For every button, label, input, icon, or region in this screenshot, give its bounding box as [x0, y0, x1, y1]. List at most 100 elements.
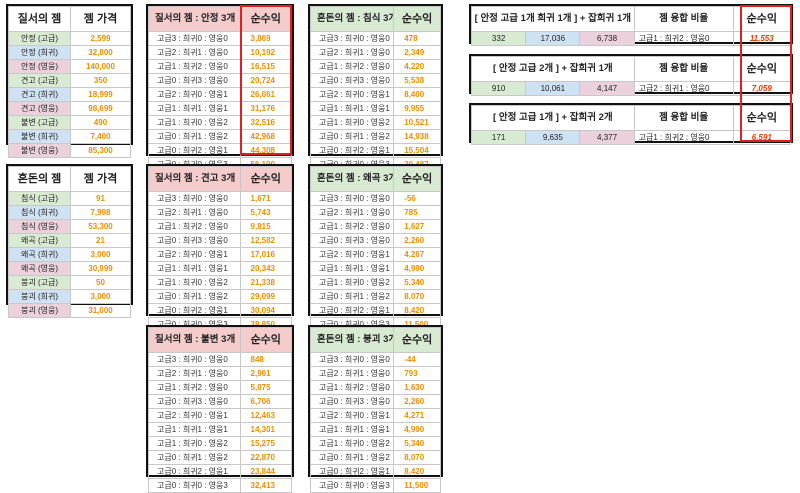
profit-value: 8,420	[393, 464, 441, 479]
profit-value: 26,061	[239, 87, 293, 102]
combo-label: 고급0 : 희귀1 : 영웅2	[309, 450, 395, 465]
table-row: 고급2 : 희귀1 : 영웅0 2,349	[309, 45, 441, 60]
gem-price: 50	[70, 275, 131, 290]
gem-name: 불변 (영웅)	[8, 143, 71, 158]
fusion-value: 4,377	[579, 130, 635, 145]
price-row: 불변 (고급) 490	[8, 115, 131, 130]
table-row: 고급1 : 희귀1 : 영웅1 9,955	[309, 101, 441, 116]
table-row: 고급2 : 희귀0 : 영웅1 17,016	[148, 247, 293, 262]
table-row: 고급2 : 희귀1 : 영웅0 793	[309, 366, 441, 381]
profit-value: 15,504	[393, 143, 441, 158]
profit-value: 8,420	[393, 303, 441, 318]
gem-name: 침식 (고급)	[8, 191, 71, 206]
gem-price: 490	[70, 115, 131, 130]
combo-label: 고급1 : 희귀0 : 영웅2	[148, 115, 241, 130]
table-row: 고급0 : 희귀2 : 영웅1 15,504	[309, 143, 441, 158]
combo-label: 고급2 : 희귀0 : 영웅1	[309, 87, 395, 102]
profit-value: 785	[393, 205, 441, 220]
profit-header: 순수익	[239, 166, 293, 192]
gem-name: 침식 (영웅)	[8, 219, 71, 234]
combo-label: 고급2 : 희귀0 : 영웅1	[148, 87, 241, 102]
fusion-ratio-header: 젬 융합 비율	[633, 6, 734, 32]
price-row: 불변 (희귀) 7,400	[8, 129, 131, 144]
combo-label: 고급1 : 희귀2 : 영웅0	[148, 59, 241, 74]
combo-label: 고급0 : 희귀1 : 영웅2	[148, 450, 241, 465]
profit-table-title: 질서의 젬 : 견고 3개	[148, 166, 241, 192]
combo-label: 고급1 : 희귀1 : 영웅1	[148, 422, 241, 437]
price-header: 젬 가격	[70, 6, 131, 32]
gem-name: 불변 (고급)	[8, 115, 71, 130]
profit-value: 30,094	[239, 303, 293, 318]
combo-label: 고급1 : 희귀1 : 영웅1	[309, 422, 395, 437]
gem-price: 31,000	[70, 303, 131, 318]
table-row: 고급2 : 희귀0 : 영웅1 4,267	[309, 247, 441, 262]
table-row: 고급0 : 희귀3 : 영웅0 5,538	[309, 73, 441, 88]
table-row: 고급1 : 희귀2 : 영웅0 1,630	[309, 380, 441, 395]
profit-value: 2,260	[393, 394, 441, 409]
profit-value: 8,070	[393, 289, 441, 304]
table-row: 고급3 : 희귀0 : 영웅0 -56	[309, 191, 441, 206]
fusion-value: 10,061	[525, 81, 581, 96]
profit-value: 20,724	[239, 73, 293, 88]
table-row: 고급0 : 희귀2 : 영웅1 8,420	[309, 464, 441, 479]
table-row: 고급1 : 희귀1 : 영웅1 4,990	[309, 261, 441, 276]
price-row: 안정 (희귀) 32,800	[8, 45, 131, 60]
table-row: 고급1 : 희귀1 : 영웅1 31,176	[148, 101, 293, 116]
combo-label: 고급3 : 희귀0 : 영웅0	[148, 191, 241, 206]
combo-label: 고급1 : 희귀2 : 영웅0	[148, 219, 241, 234]
combo-label: 고급3 : 희귀0 : 영웅0	[148, 352, 241, 367]
table-row: 고급1 : 희귀2 : 영웅0 9,815	[148, 219, 293, 234]
combo-label: 고급3 : 희귀0 : 영웅0	[309, 31, 395, 46]
profit-header: 순수익	[732, 6, 792, 32]
combo-label: 고급1 : 희귀0 : 영웅2	[148, 275, 241, 290]
gem-price: 91	[70, 191, 131, 206]
gem-name: 견고 (고급)	[8, 73, 71, 88]
profit-value: 6,706	[239, 394, 293, 409]
price-row: 붕괴 (고급) 50	[8, 275, 131, 290]
gem-price: 7,998	[70, 205, 131, 220]
profit-value: 15,275	[239, 436, 293, 451]
table-row: 고급0 : 희귀0 : 영웅3 32,413	[148, 478, 293, 493]
gem-price: 140,000	[70, 59, 131, 74]
gem-name: 견고 (희귀)	[8, 87, 71, 102]
table-row: 910 10,061 4,147 고급2 : 희귀1 : 영웅0 7,059	[470, 81, 792, 96]
table-row: 고급1 : 희귀0 : 영웅2 15,275	[148, 436, 293, 451]
fusion-ratio: 고급2 : 희귀1 : 영웅0	[633, 81, 734, 96]
fusion-title: [ 안정 고급 2개 ] + 잡희귀 1개	[471, 56, 635, 82]
profit-value: 12,463	[239, 408, 293, 423]
profit-header: 순수익	[732, 105, 792, 131]
gem-price: 3,000	[70, 289, 131, 304]
table-row: 고급0 : 희귀1 : 영웅2 8,070	[309, 450, 441, 465]
price-row: 왜곡 (영웅) 30,999	[8, 261, 131, 276]
gem-price: 30,999	[70, 261, 131, 276]
table-row: 332 17,036 6,738 고급1 : 희귀2 : 영웅0 11,553	[470, 31, 792, 46]
table-row: 고급2 : 희귀0 : 영웅1 26,061	[148, 87, 293, 102]
gem-price: 3,000	[70, 247, 131, 262]
table-row: 고급0 : 희귀2 : 영웅1 23,844	[148, 464, 293, 479]
combo-label: 고급1 : 희귀1 : 영웅1	[309, 261, 395, 276]
profit-value: 9,955	[393, 101, 441, 116]
profit-value: 23,844	[239, 464, 293, 479]
table-row: 고급3 : 희귀0 : 영웅0 848	[148, 352, 293, 367]
table-row: 고급1 : 희귀0 : 영웅2 5,340	[309, 275, 441, 290]
table-row: 고급1 : 희귀0 : 영웅2 5,340	[309, 436, 441, 451]
profit-value: 4,990	[393, 422, 441, 437]
price-row: 안정 (고급) 2,599	[8, 31, 131, 46]
profit-value: 5,075	[239, 380, 293, 395]
combo-label: 고급0 : 희귀2 : 영웅1	[148, 143, 241, 158]
table-row: 고급1 : 희귀1 : 영웅1 14,301	[148, 422, 293, 437]
gem-price: 85,300	[70, 143, 131, 158]
combo-label: 고급0 : 희귀3 : 영웅0	[148, 233, 241, 248]
fusion-profit: 11,553	[732, 31, 792, 46]
table-row: 고급0 : 희귀3 : 영웅0 2,260	[309, 233, 441, 248]
combo-label: 고급2 : 희귀1 : 영웅0	[148, 205, 241, 220]
profit-value: 9,815	[239, 219, 293, 234]
combo-label: 고급0 : 희귀0 : 영웅3	[148, 478, 241, 493]
profit-value: 3,869	[239, 31, 293, 46]
profit-value: 793	[393, 366, 441, 381]
profit-value: 31,176	[239, 101, 293, 116]
gem-price: 21	[70, 233, 131, 248]
table-row: 고급0 : 희귀1 : 영웅2 22,870	[148, 450, 293, 465]
price-row: 왜곡 (고급) 21	[8, 233, 131, 248]
price-row: 안정 (영웅) 140,000	[8, 59, 131, 74]
